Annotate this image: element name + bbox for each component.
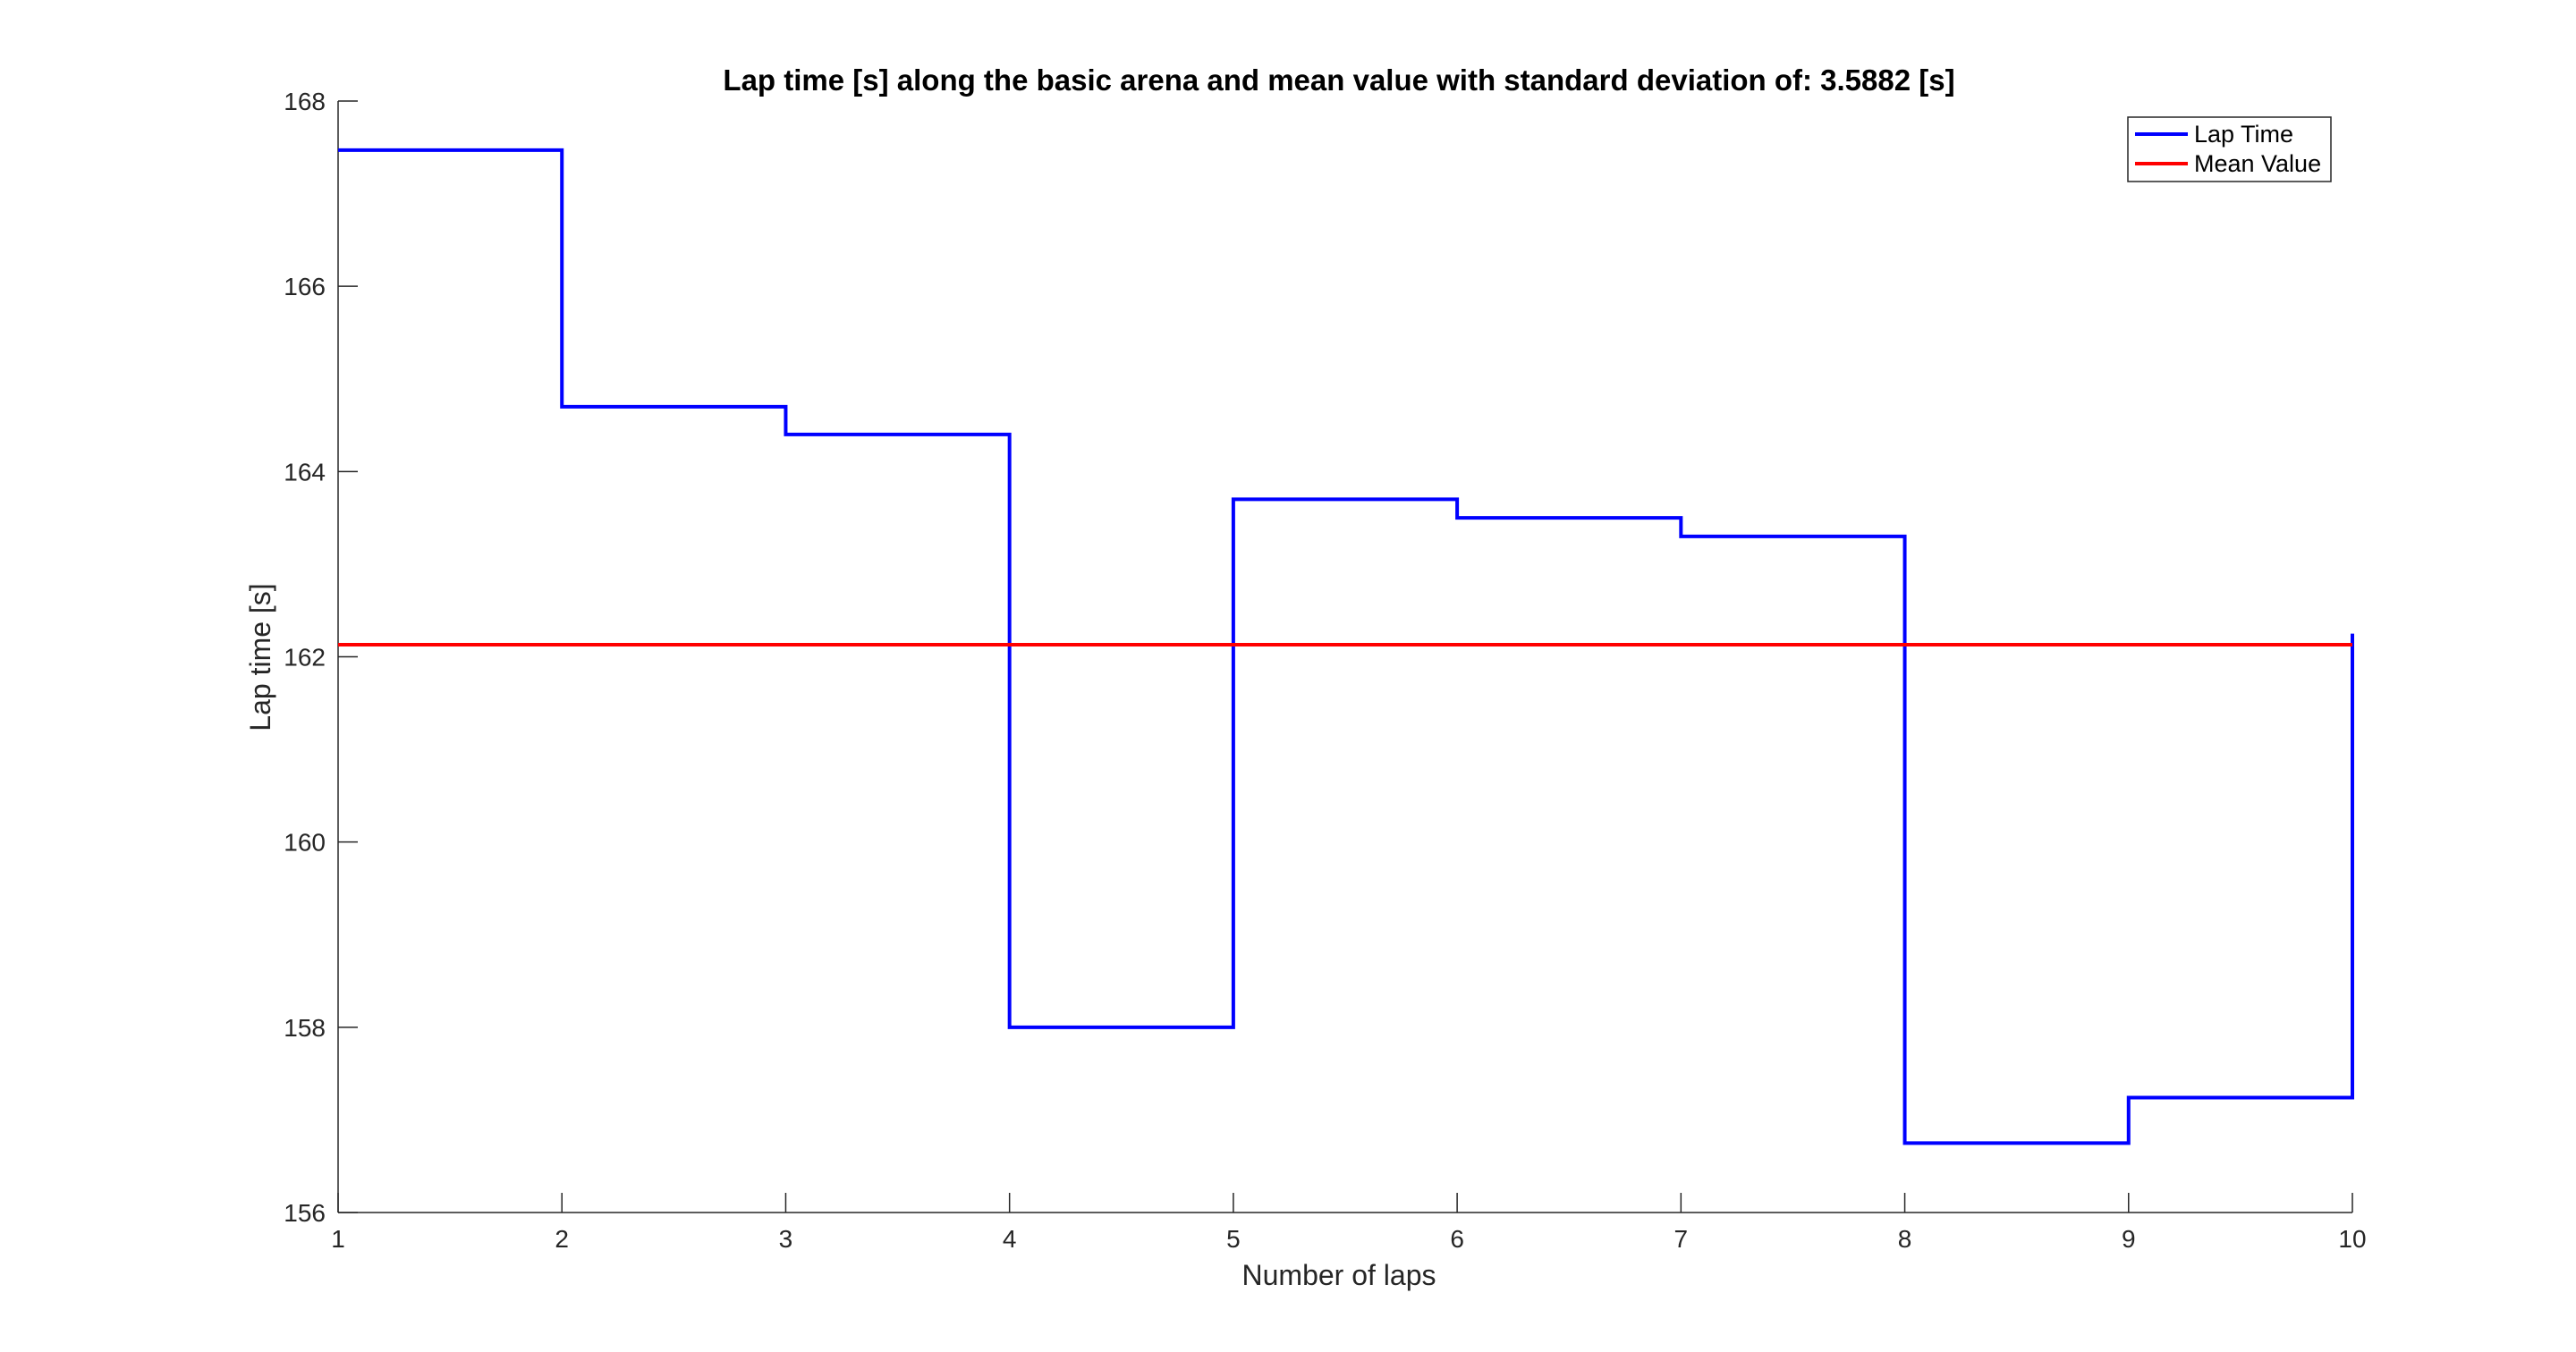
x-tick-label: 5: [1226, 1225, 1241, 1253]
y-tick-label: 160: [284, 829, 326, 857]
y-tick-label: 166: [284, 273, 326, 300]
y-axis-label: Lap time [s]: [244, 583, 276, 731]
legend-label-mean-value: Mean Value: [2194, 150, 2321, 177]
axes: 1 2 3 4 5 6 7 8 9 10 156 158 160 162 164 166 168: [284, 88, 2366, 1253]
x-tick-label: 2: [555, 1225, 569, 1253]
series-line-lap-time: [338, 148, 2354, 1145]
y-tick-label: 158: [284, 1014, 326, 1042]
x-tick-label: 6: [1450, 1225, 1464, 1253]
x-tick-label: 1: [331, 1225, 345, 1253]
y-tick-label: 162: [284, 644, 326, 672]
x-tick-label: 10: [2338, 1225, 2366, 1253]
x-tick-label: 8: [1898, 1225, 1912, 1253]
legend-box: [2127, 116, 2332, 182]
series-layer: [338, 148, 2354, 1145]
y-tick-label: 156: [284, 1199, 326, 1227]
legend-label-lap-time: Lap Time: [2194, 121, 2293, 148]
x-tick-label: 7: [1674, 1225, 1689, 1253]
x-axis-label: Number of laps: [1242, 1259, 1436, 1291]
y-tick-label: 168: [284, 88, 326, 115]
x-tick-label: 9: [2122, 1225, 2136, 1253]
x-tick-label: 3: [779, 1225, 793, 1253]
y-tick-label: 164: [284, 458, 326, 486]
chart-title: Lap time [s] along the basic arena and m…: [723, 63, 1954, 97]
x-tick-label: 4: [1003, 1225, 1017, 1253]
